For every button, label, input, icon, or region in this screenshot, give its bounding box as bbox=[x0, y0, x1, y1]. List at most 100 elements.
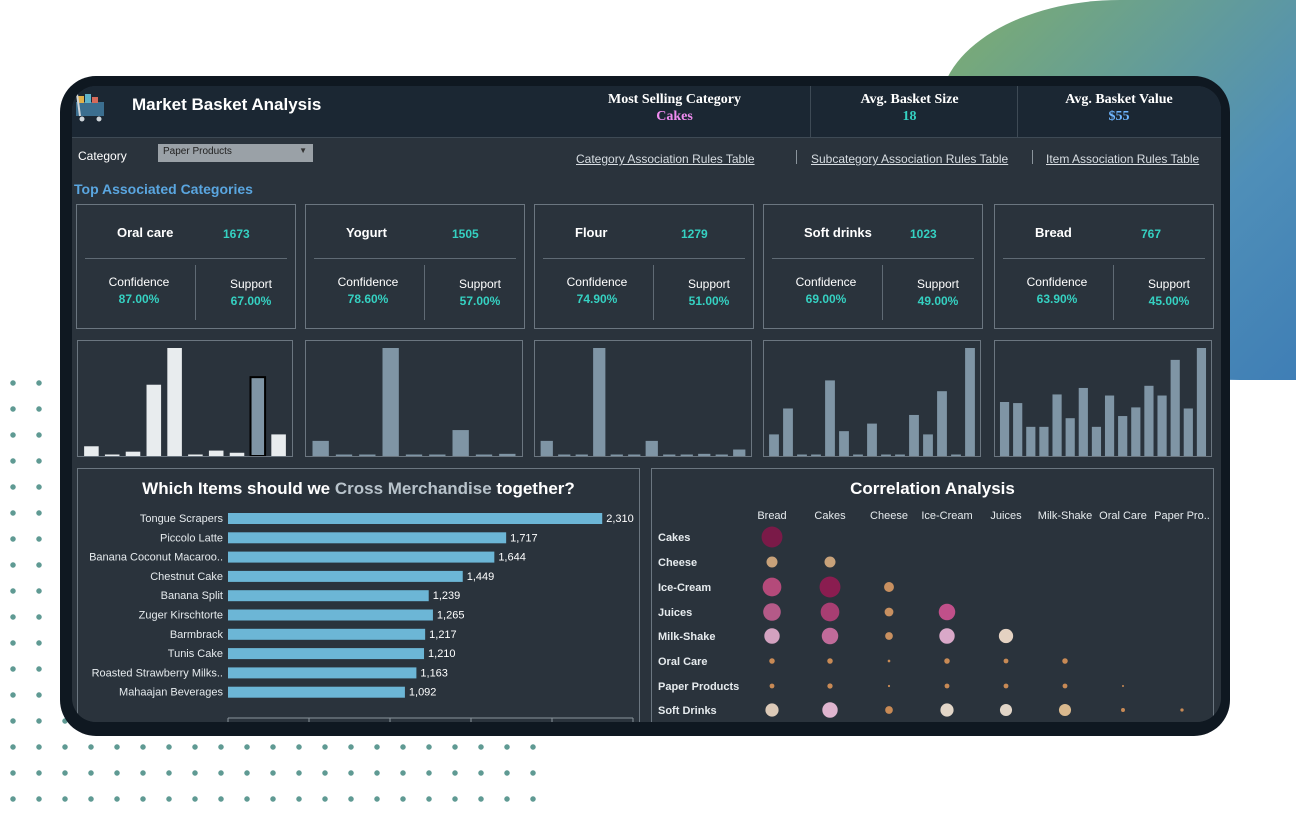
correlation-bubble[interactable] bbox=[764, 628, 780, 644]
mini-bar[interactable] bbox=[167, 348, 182, 456]
bar[interactable] bbox=[228, 667, 417, 679]
mini-bar[interactable] bbox=[475, 454, 493, 457]
correlation-bubble[interactable] bbox=[1058, 703, 1072, 717]
mini-bar[interactable] bbox=[628, 454, 641, 457]
mini-bar[interactable] bbox=[825, 380, 835, 456]
correlation-bubble[interactable] bbox=[1121, 708, 1125, 712]
mini-bar[interactable] bbox=[853, 454, 863, 457]
bar[interactable] bbox=[228, 551, 495, 563]
correlation-bubble[interactable] bbox=[884, 607, 894, 617]
mini-bar[interactable] bbox=[335, 454, 353, 457]
mini-bar[interactable] bbox=[452, 430, 469, 456]
correlation-bubble[interactable] bbox=[884, 582, 894, 592]
category-card[interactable]: Soft drinks 1023 Confidence 69.00% Support 49… bbox=[763, 204, 983, 329]
mini-bar[interactable] bbox=[1052, 394, 1062, 456]
mini-bar[interactable] bbox=[645, 440, 658, 456]
correlation-bubble[interactable] bbox=[940, 703, 954, 717]
correlation-bubble[interactable] bbox=[944, 658, 950, 664]
correlation-bubble[interactable] bbox=[762, 577, 782, 597]
category-card[interactable]: Oral care 1673 Confidence 87.00% Support 67.0… bbox=[76, 204, 296, 329]
mini-bar[interactable] bbox=[1039, 426, 1049, 456]
mini-bar[interactable] bbox=[610, 454, 623, 457]
mini-bar[interactable] bbox=[146, 384, 162, 456]
mini-bar[interactable] bbox=[951, 454, 961, 457]
mini-bar[interactable] bbox=[1078, 387, 1088, 456]
mini-bar[interactable] bbox=[429, 454, 446, 457]
mini-bar[interactable] bbox=[965, 348, 975, 456]
mini-bar[interactable] bbox=[1157, 395, 1167, 456]
mini-bar[interactable] bbox=[733, 449, 746, 456]
mini-bar[interactable] bbox=[104, 454, 120, 457]
correlation-bubble[interactable] bbox=[885, 632, 893, 640]
mini-bar[interactable] bbox=[1196, 348, 1207, 456]
correlation-bubble[interactable] bbox=[769, 658, 775, 664]
mini-bar[interactable] bbox=[1026, 426, 1036, 456]
mini-bar[interactable] bbox=[499, 453, 516, 456]
mini-bar[interactable] bbox=[909, 414, 919, 456]
mini-bar[interactable] bbox=[558, 454, 571, 457]
mini-bar[interactable] bbox=[1091, 426, 1102, 456]
mini-bar[interactable] bbox=[1131, 407, 1141, 456]
mini-bar[interactable] bbox=[208, 450, 224, 456]
mini-bar[interactable] bbox=[839, 431, 849, 456]
mini-bar[interactable] bbox=[84, 446, 99, 456]
bar[interactable] bbox=[228, 609, 433, 621]
category-dropdown[interactable]: Paper Products ▼ bbox=[158, 144, 313, 162]
category-association-rules-link[interactable]: Category Association Rules Table bbox=[576, 152, 755, 166]
mini-bar[interactable] bbox=[1013, 403, 1023, 456]
category-card[interactable]: Bread 767 Confidence 63.90% Support 45.00% bbox=[994, 204, 1214, 329]
correlation-bubble[interactable] bbox=[769, 683, 775, 689]
mini-bar[interactable] bbox=[715, 454, 728, 457]
bar[interactable] bbox=[228, 628, 426, 640]
mini-bar[interactable] bbox=[867, 423, 877, 456]
bar[interactable] bbox=[228, 686, 405, 698]
item-association-rules-link[interactable]: Item Association Rules Table bbox=[1046, 152, 1200, 166]
correlation-bubble[interactable] bbox=[1122, 685, 1124, 687]
mini-bar[interactable] bbox=[188, 454, 203, 457]
mini-bar[interactable] bbox=[698, 453, 711, 456]
correlation-bubble[interactable] bbox=[765, 703, 779, 717]
bar[interactable] bbox=[228, 513, 603, 524]
bar[interactable] bbox=[228, 590, 429, 602]
mini-bar[interactable] bbox=[229, 452, 245, 456]
bar[interactable] bbox=[228, 648, 425, 660]
mini-bar[interactable] bbox=[895, 454, 905, 457]
mini-bar[interactable] bbox=[271, 434, 286, 456]
bar[interactable] bbox=[228, 532, 507, 544]
correlation-bubble[interactable] bbox=[1003, 658, 1009, 664]
correlation-bubble[interactable] bbox=[822, 702, 838, 718]
correlation-bubble[interactable] bbox=[938, 603, 956, 621]
correlation-bubble[interactable] bbox=[1180, 708, 1184, 712]
mini-bar[interactable] bbox=[783, 408, 793, 456]
mini-bar[interactable] bbox=[1170, 359, 1180, 456]
correlation-bubble[interactable] bbox=[761, 526, 783, 548]
correlation-bubble[interactable] bbox=[887, 659, 891, 663]
mini-bar[interactable] bbox=[923, 434, 933, 456]
mini-bar[interactable] bbox=[811, 454, 821, 457]
correlation-bubble[interactable] bbox=[1003, 683, 1009, 689]
mini-bar[interactable] bbox=[575, 454, 588, 457]
mini-bar[interactable] bbox=[937, 391, 947, 456]
subcategory-association-rules-link[interactable]: Subcategory Association Rules Table bbox=[811, 152, 1009, 166]
category-card[interactable]: Flour 1279 Confidence 74.90% Support 51.00% bbox=[534, 204, 754, 329]
mini-bar[interactable] bbox=[1144, 385, 1154, 456]
mini-bar[interactable] bbox=[125, 451, 141, 456]
correlation-bubble[interactable] bbox=[944, 683, 950, 689]
mini-bar[interactable] bbox=[1183, 408, 1193, 456]
correlation-bubble[interactable] bbox=[827, 683, 833, 689]
correlation-bubble[interactable] bbox=[1062, 658, 1068, 664]
mini-bar[interactable] bbox=[1065, 418, 1075, 456]
mini-bar[interactable] bbox=[312, 440, 329, 456]
correlation-bubble[interactable] bbox=[998, 628, 1014, 644]
mini-bar[interactable] bbox=[881, 454, 891, 457]
mini-bar[interactable] bbox=[1118, 416, 1128, 456]
mini-bar[interactable] bbox=[663, 454, 676, 457]
correlation-bubble[interactable] bbox=[820, 602, 840, 622]
mini-bar[interactable] bbox=[769, 434, 779, 456]
mini-bar[interactable] bbox=[249, 376, 267, 456]
mini-bar[interactable] bbox=[405, 454, 423, 457]
correlation-bubble[interactable] bbox=[766, 556, 778, 568]
mini-bar[interactable] bbox=[593, 348, 606, 456]
correlation-bubble[interactable] bbox=[887, 684, 891, 688]
correlation-bubble[interactable] bbox=[827, 658, 833, 664]
